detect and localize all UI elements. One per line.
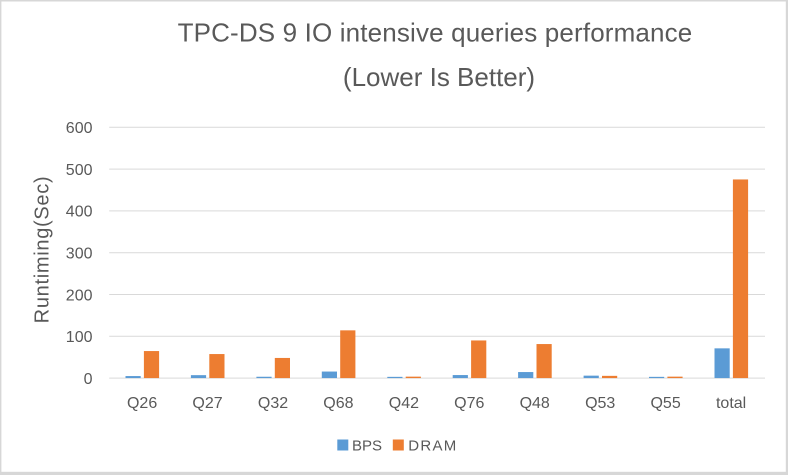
svg-text:Q76: Q76 xyxy=(454,395,484,412)
svg-text:(Lower Is Better): (Lower Is Better) xyxy=(343,62,535,92)
svg-text:Q55: Q55 xyxy=(650,395,680,412)
svg-text:BPS: BPS xyxy=(352,437,382,454)
svg-text:total: total xyxy=(716,395,746,412)
svg-text:Q32: Q32 xyxy=(258,395,288,412)
svg-text:200: 200 xyxy=(66,287,93,304)
svg-text:100: 100 xyxy=(66,329,93,346)
svg-text:Q53: Q53 xyxy=(585,395,615,412)
svg-text:400: 400 xyxy=(66,204,93,221)
svg-text:Q27: Q27 xyxy=(192,395,222,412)
svg-text:Q26: Q26 xyxy=(127,395,157,412)
svg-text:TPC-DS 9 IO intensive queries: TPC-DS 9 IO intensive queries performanc… xyxy=(178,18,693,48)
svg-text:Q42: Q42 xyxy=(389,395,419,412)
svg-text:500: 500 xyxy=(66,162,93,179)
svg-text:DRAM: DRAM xyxy=(408,437,457,454)
svg-text:300: 300 xyxy=(66,246,93,263)
svg-text:0: 0 xyxy=(84,371,93,388)
svg-text:Q48: Q48 xyxy=(520,395,550,412)
svg-text:Runtiming(Sec): Runtiming(Sec) xyxy=(32,176,54,324)
svg-text:600: 600 xyxy=(66,120,93,137)
svg-text:Q68: Q68 xyxy=(323,395,353,412)
